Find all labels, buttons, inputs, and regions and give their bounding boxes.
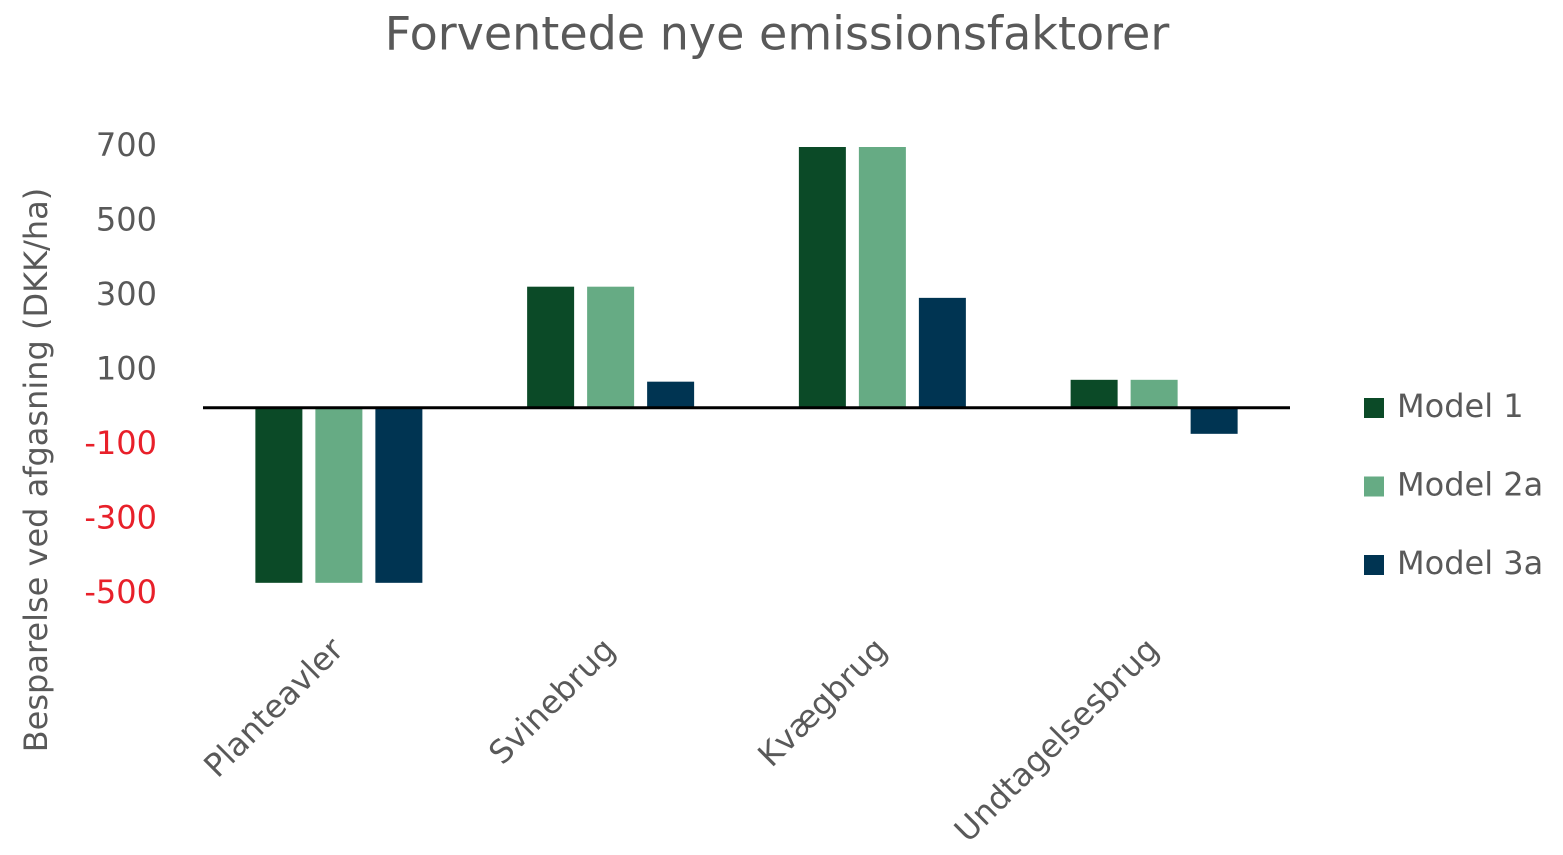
bar	[858, 147, 906, 408]
legend-label: Model 2a	[1397, 466, 1543, 504]
bar	[1070, 379, 1118, 408]
legend-swatch	[1364, 476, 1384, 497]
legend-swatch	[1364, 555, 1384, 575]
bar	[1190, 407, 1238, 434]
y-tick-label: -300	[84, 499, 157, 537]
y-tick-label: 100	[96, 350, 157, 388]
bar	[1130, 379, 1178, 408]
bar	[798, 147, 846, 408]
bar	[315, 407, 363, 583]
x-tick-label: Undtagelsesbrug	[947, 630, 1166, 849]
bar	[375, 407, 423, 583]
x-tick-label: Kvægbrug	[750, 630, 894, 774]
x-tick-label: Svinebrug	[481, 630, 623, 772]
y-tick-label: 300	[96, 275, 157, 313]
bar	[918, 297, 966, 408]
legend-label: Model 1	[1397, 387, 1524, 425]
x-tick-label: Planteavler	[196, 630, 351, 785]
bar	[527, 286, 575, 408]
y-tick-label: -500	[84, 573, 157, 611]
chart-title: Forventede nye emissionsfaktorer	[385, 7, 1170, 61]
bar	[255, 407, 303, 583]
bar	[587, 286, 635, 408]
y-tick-label: -100	[84, 424, 157, 462]
y-axis-label: Besparelse ved afgasning (DKK/ha)	[17, 188, 55, 753]
legend-swatch	[1364, 398, 1384, 418]
legend-label: Model 3a	[1397, 544, 1543, 582]
y-tick-label: 700	[96, 126, 157, 164]
bar	[647, 381, 695, 408]
y-tick-label: 500	[96, 201, 157, 239]
